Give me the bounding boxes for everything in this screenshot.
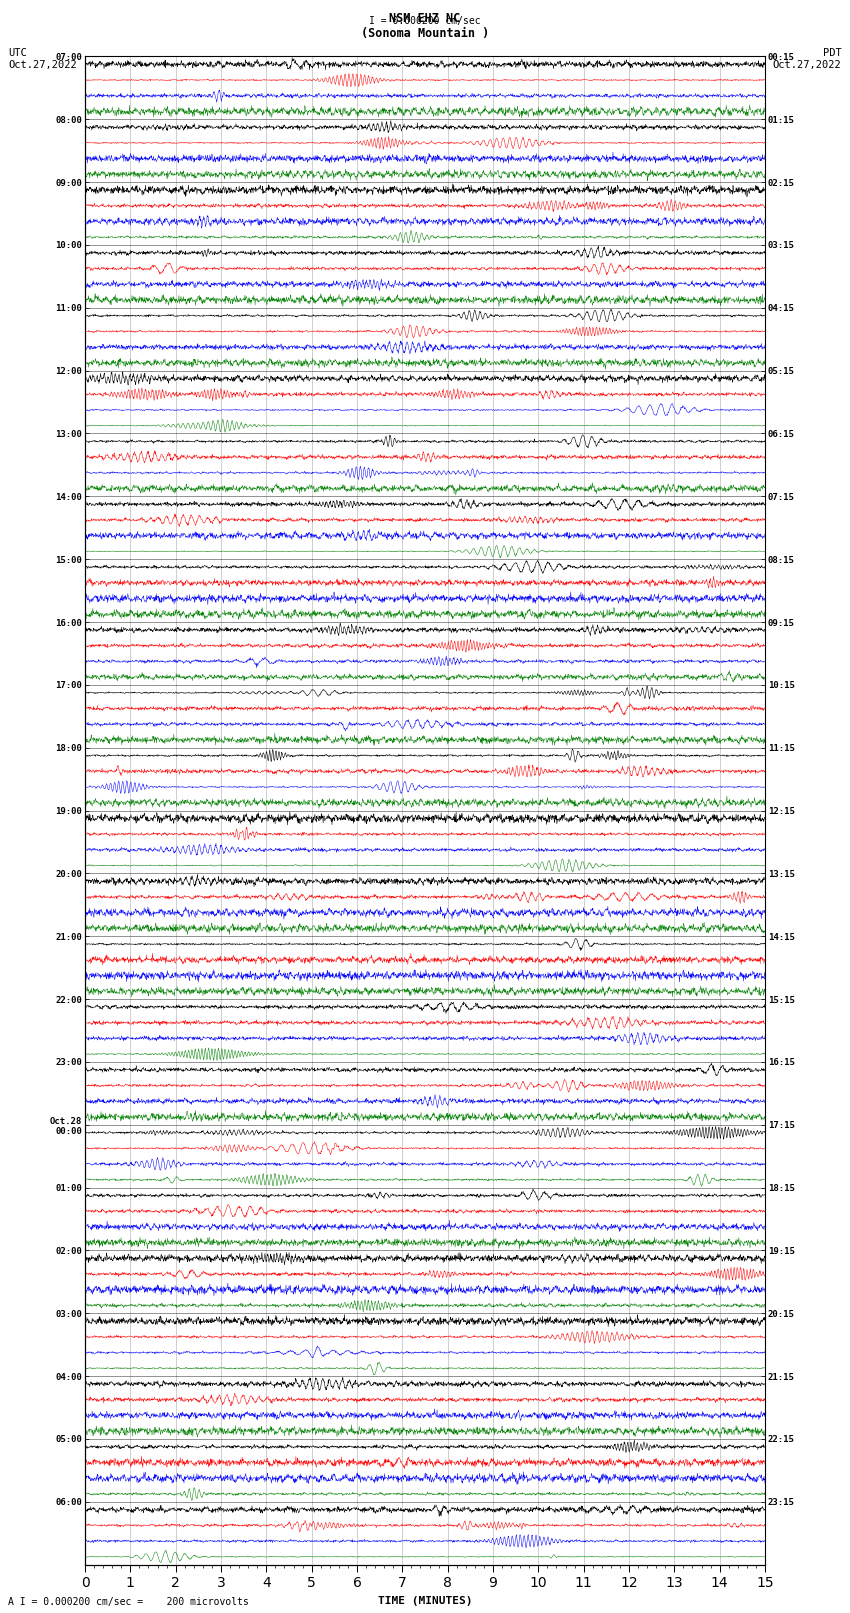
Text: I = 0.000200 cm/sec: I = 0.000200 cm/sec xyxy=(369,16,481,26)
Text: PDT: PDT xyxy=(823,48,842,58)
Text: Oct.27,2022: Oct.27,2022 xyxy=(773,60,842,69)
Text: A I = 0.000200 cm/sec =    200 microvolts: A I = 0.000200 cm/sec = 200 microvolts xyxy=(8,1597,249,1607)
Text: Oct.27,2022: Oct.27,2022 xyxy=(8,60,77,69)
Title: NSM EHZ NC
(Sonoma Mountain ): NSM EHZ NC (Sonoma Mountain ) xyxy=(361,11,489,40)
Text: UTC: UTC xyxy=(8,48,27,58)
X-axis label: TIME (MINUTES): TIME (MINUTES) xyxy=(377,1595,473,1607)
